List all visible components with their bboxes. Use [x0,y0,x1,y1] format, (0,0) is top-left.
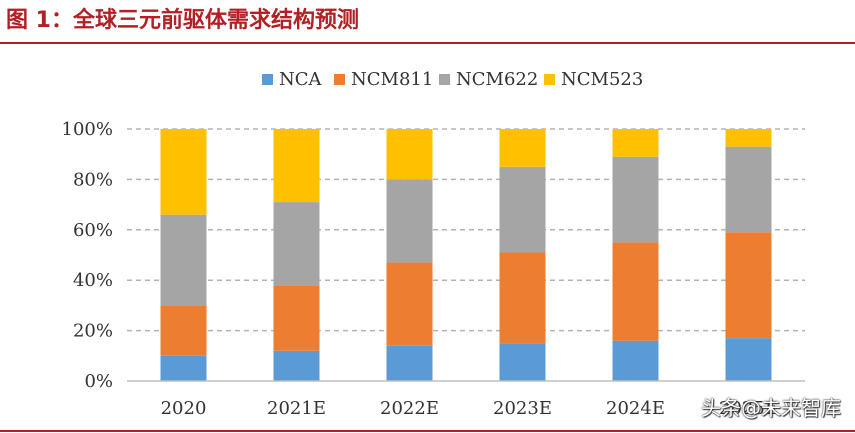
bar-segment-ncm811 [386,262,433,346]
bar-segment-ncm622 [273,202,320,286]
bar-segment-nca [499,343,546,381]
y-tick-label: 0% [84,371,113,392]
title-divider [0,42,855,44]
bar-segment-ncm622 [386,179,433,263]
watermark-text: 头条@未来智库 [701,396,841,420]
y-tick-label: 20% [73,321,113,342]
bar-segment-ncm811 [612,242,659,341]
bar-segment-nca [386,345,433,381]
bars [160,129,772,381]
x-tick-label: 2025E [719,398,778,419]
x-tick-label: 2020 [161,398,207,419]
bottom-divider [0,430,855,432]
bar-segment-nca [725,338,772,381]
legend-label: NCM811 [351,69,433,90]
legend-swatch [262,74,273,85]
x-tick-label: 2021E [267,398,326,419]
bar-segment-ncm622 [725,146,772,233]
y-tick-label: 60% [73,220,113,241]
bar-segment-nca [612,340,659,381]
x-tick-label: 2022E [380,398,439,419]
bar-segment-ncm523 [612,129,659,157]
bar-segment-ncm523 [386,129,433,180]
x-tick-label: 2023E [493,398,552,419]
legend-swatch [439,74,450,85]
bar-segment-ncm523 [725,129,772,147]
bar-segment-ncm811 [725,232,772,339]
bar-segment-ncm622 [160,214,207,306]
bar-segment-ncm523 [160,129,207,215]
legend-swatch [544,74,555,85]
bar-segment-nca [160,355,207,381]
bar-segment-ncm523 [499,129,546,167]
figure-title: 图 1：全球三元前驱体需求结构预测 [6,8,359,33]
legend-label: NCA [279,69,323,90]
legend-swatch [334,74,345,85]
gridlines [127,128,805,332]
bar-segment-ncm811 [160,305,207,356]
x-tick-label: 2024E [606,398,665,419]
bar-segment-ncm622 [499,166,546,253]
bar-segment-ncm622 [612,156,659,243]
y-tick-label: 80% [73,169,113,190]
bar-segment-ncm523 [273,129,320,203]
bar-segment-nca [273,350,320,381]
bar-segment-ncm811 [499,252,546,344]
y-tick-label: 40% [73,270,113,291]
legend: NCA NCM811 NCM622 NCM523 [262,69,643,90]
legend-label: NCM622 [456,69,538,90]
bar-segment-ncm811 [273,285,320,351]
y-tick-label: 100% [62,119,113,140]
legend-label: NCM523 [561,69,643,90]
axes: 0% 20% 40% 60% 80% 100% 2020 2021E 2022E 2023E 202… [62,119,805,419]
